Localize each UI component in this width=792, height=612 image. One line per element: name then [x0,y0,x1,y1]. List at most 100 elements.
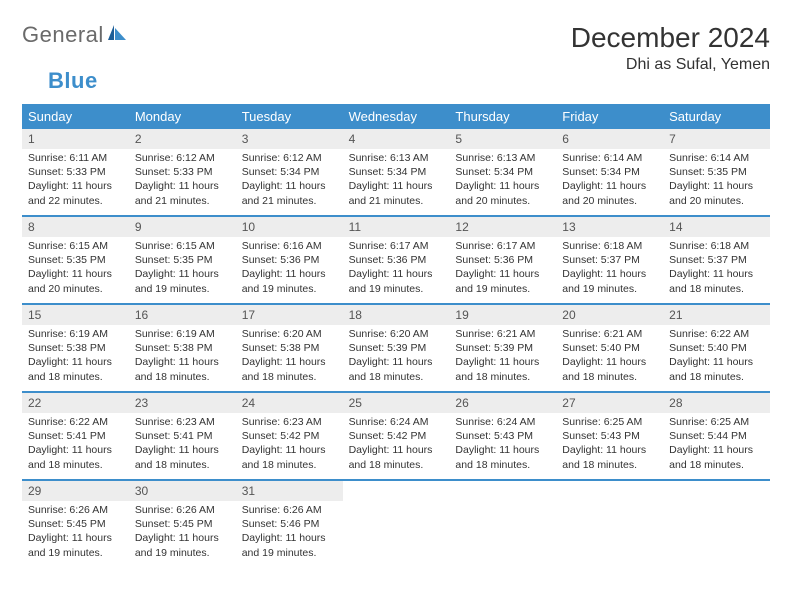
day-number: 16 [129,305,236,325]
day-cell: 10Sunrise: 6:16 AMSunset: 5:36 PMDayligh… [236,217,343,303]
day-details: Sunrise: 6:13 AMSunset: 5:34 PMDaylight:… [343,149,450,208]
day-headers: SundayMondayTuesdayWednesdayThursdayFrid… [22,104,770,129]
day-details: Sunrise: 6:22 AMSunset: 5:41 PMDaylight:… [22,413,129,472]
sunset-line: Sunset: 5:41 PM [28,429,123,443]
daylight-line: Daylight: 11 hours and 20 minutes. [28,267,123,295]
month-title: December 2024 [571,22,770,54]
day-cell: 3Sunrise: 6:12 AMSunset: 5:34 PMDaylight… [236,129,343,215]
day-number: 23 [129,393,236,413]
sunset-line: Sunset: 5:41 PM [135,429,230,443]
daylight-line: Daylight: 11 hours and 19 minutes. [562,267,657,295]
sunset-line: Sunset: 5:36 PM [455,253,550,267]
sunset-line: Sunset: 5:34 PM [562,165,657,179]
day-details: Sunrise: 6:18 AMSunset: 5:37 PMDaylight:… [663,237,770,296]
daylight-line: Daylight: 11 hours and 19 minutes. [242,531,337,559]
day-details: Sunrise: 6:20 AMSunset: 5:39 PMDaylight:… [343,325,450,384]
day-cell: 11Sunrise: 6:17 AMSunset: 5:36 PMDayligh… [343,217,450,303]
daylight-line: Daylight: 11 hours and 18 minutes. [669,267,764,295]
sunset-line: Sunset: 5:35 PM [135,253,230,267]
sunrise-line: Sunrise: 6:14 AM [562,151,657,165]
sunrise-line: Sunrise: 6:24 AM [455,415,550,429]
sunrise-line: Sunrise: 6:23 AM [135,415,230,429]
logo-sail-icon [106,23,128,48]
day-number: 8 [22,217,129,237]
sunrise-line: Sunrise: 6:15 AM [135,239,230,253]
week-row: 8 Sunrise: 6:15 AMSunset: 5:35 PM Daylight… [22,217,770,305]
daylight-line: Daylight: 11 hours and 21 minutes. [242,179,337,207]
day-header: Tuesday [236,104,343,129]
day-cell: 1Sunrise: 6:11 AMSunset: 5:33 PMDaylight… [22,129,129,215]
day-number: 28 [663,393,770,413]
day-cell: 18Sunrise: 6:20 AMSunset: 5:39 PMDayligh… [343,305,450,391]
sunrise-line: Sunrise: 6:26 AM [135,503,230,517]
day-cell: 27Sunrise: 6:25 AMSunset: 5:43 PMDayligh… [556,393,663,479]
daylight-line: Daylight: 11 hours and 21 minutes. [349,179,444,207]
day-number: 10 [236,217,343,237]
sunrise-line: Sunrise: 6:19 AM [28,327,123,341]
day-cell: 15Sunrise: 6:19 AMSunset: 5:38 PMDayligh… [22,305,129,391]
sunrise-line: Sunrise: 6:26 AM [28,503,123,517]
daylight-line: Daylight: 11 hours and 18 minutes. [135,355,230,383]
daylight-line: Daylight: 11 hours and 18 minutes. [455,355,550,383]
day-details: Sunrise: 6:26 AMSunset: 5:46 PMDaylight:… [236,501,343,560]
day-cell: 30Sunrise: 6:26 AMSunset: 5:45 PMDayligh… [129,481,236,567]
day-cell: 12Sunrise: 6:17 AMSunset: 5:36 PMDayligh… [449,217,556,303]
day-details: Sunrise: 6:19 AMSunset: 5:38 PMDaylight:… [129,325,236,384]
day-number: 31 [236,481,343,501]
sunrise-line: Sunrise: 6:21 AM [562,327,657,341]
day-details: Sunrise: 6:14 AMSunset: 5:34 PMDaylight:… [556,149,663,208]
sunset-line: Sunset: 5:34 PM [349,165,444,179]
sunset-line: Sunset: 5:46 PM [242,517,337,531]
daylight-line: Daylight: 11 hours and 19 minutes. [455,267,550,295]
sunset-line: Sunset: 5:33 PM [135,165,230,179]
day-number: 15 [22,305,129,325]
day-details: Sunrise: 6:25 AMSunset: 5:43 PMDaylight:… [556,413,663,472]
sunrise-line: Sunrise: 6:23 AM [242,415,337,429]
daylight-line: Daylight: 11 hours and 20 minutes. [562,179,657,207]
day-cell: 2Sunrise: 6:12 AMSunset: 5:33 PMDaylight… [129,129,236,215]
day-number: 14 [663,217,770,237]
day-details: Sunrise: 6:20 AMSunset: 5:38 PMDaylight:… [236,325,343,384]
sunset-line: Sunset: 5:38 PM [28,341,123,355]
sunset-line: Sunset: 5:43 PM [455,429,550,443]
day-number: 9 [129,217,236,237]
sunset-line: Sunset: 5:37 PM [669,253,764,267]
day-number: 13 [556,217,663,237]
daylight-line: Daylight: 11 hours and 21 minutes. [135,179,230,207]
day-cell: 21Sunrise: 6:22 AMSunset: 5:40 PMDayligh… [663,305,770,391]
calendar-page: General December 2024 Dhi as Sufal, Yeme… [0,0,792,567]
sunrise-line: Sunrise: 6:17 AM [455,239,550,253]
sunset-line: Sunset: 5:40 PM [669,341,764,355]
day-number: 18 [343,305,450,325]
day-header: Sunday [22,104,129,129]
daylight-line: Daylight: 11 hours and 19 minutes. [242,267,337,295]
day-number: 21 [663,305,770,325]
daylight-line: Daylight: 11 hours and 18 minutes. [28,443,123,471]
day-number: 24 [236,393,343,413]
day-cell: 26Sunrise: 6:24 AMSunset: 5:43 PMDayligh… [449,393,556,479]
day-details: Sunrise: 6:24 AMSunset: 5:43 PMDaylight:… [449,413,556,472]
sunrise-line: Sunrise: 6:21 AM [455,327,550,341]
sunrise-line: Sunrise: 6:20 AM [242,327,337,341]
day-number: 20 [556,305,663,325]
day-cell: 16Sunrise: 6:19 AMSunset: 5:38 PMDayligh… [129,305,236,391]
day-cell: 13Sunrise: 6:18 AMSunset: 5:37 PMDayligh… [556,217,663,303]
day-details: Sunrise: 6:23 AMSunset: 5:41 PMDaylight:… [129,413,236,472]
day-details: Sunrise: 6:26 AMSunset: 5:45 PMDaylight:… [22,501,129,560]
logo: General [22,22,130,48]
day-cell [449,481,556,567]
day-number: 3 [236,129,343,149]
day-number: 25 [343,393,450,413]
daylight-line: Daylight: 11 hours and 18 minutes. [349,443,444,471]
day-details: Sunrise: 6:17 AMSunset: 5:36 PMDaylight:… [343,237,450,296]
daylight-line: Daylight: 11 hours and 18 minutes. [135,443,230,471]
weeks-container: 1Sunrise: 6:11 AMSunset: 5:33 PMDaylight… [22,129,770,567]
daylight-line: Daylight: 11 hours and 19 minutes. [349,267,444,295]
daylight-line: Daylight: 11 hours and 18 minutes. [562,443,657,471]
day-details: Sunrise: 6:24 AMSunset: 5:42 PMDaylight:… [343,413,450,472]
day-number: 29 [22,481,129,501]
daylight-line: Daylight: 11 hours and 18 minutes. [349,355,444,383]
sunrise-line: Sunrise: 6:26 AM [242,503,337,517]
daylight-line: Daylight: 11 hours and 18 minutes. [242,355,337,383]
sunrise-line: Sunrise: 6:22 AM [669,327,764,341]
